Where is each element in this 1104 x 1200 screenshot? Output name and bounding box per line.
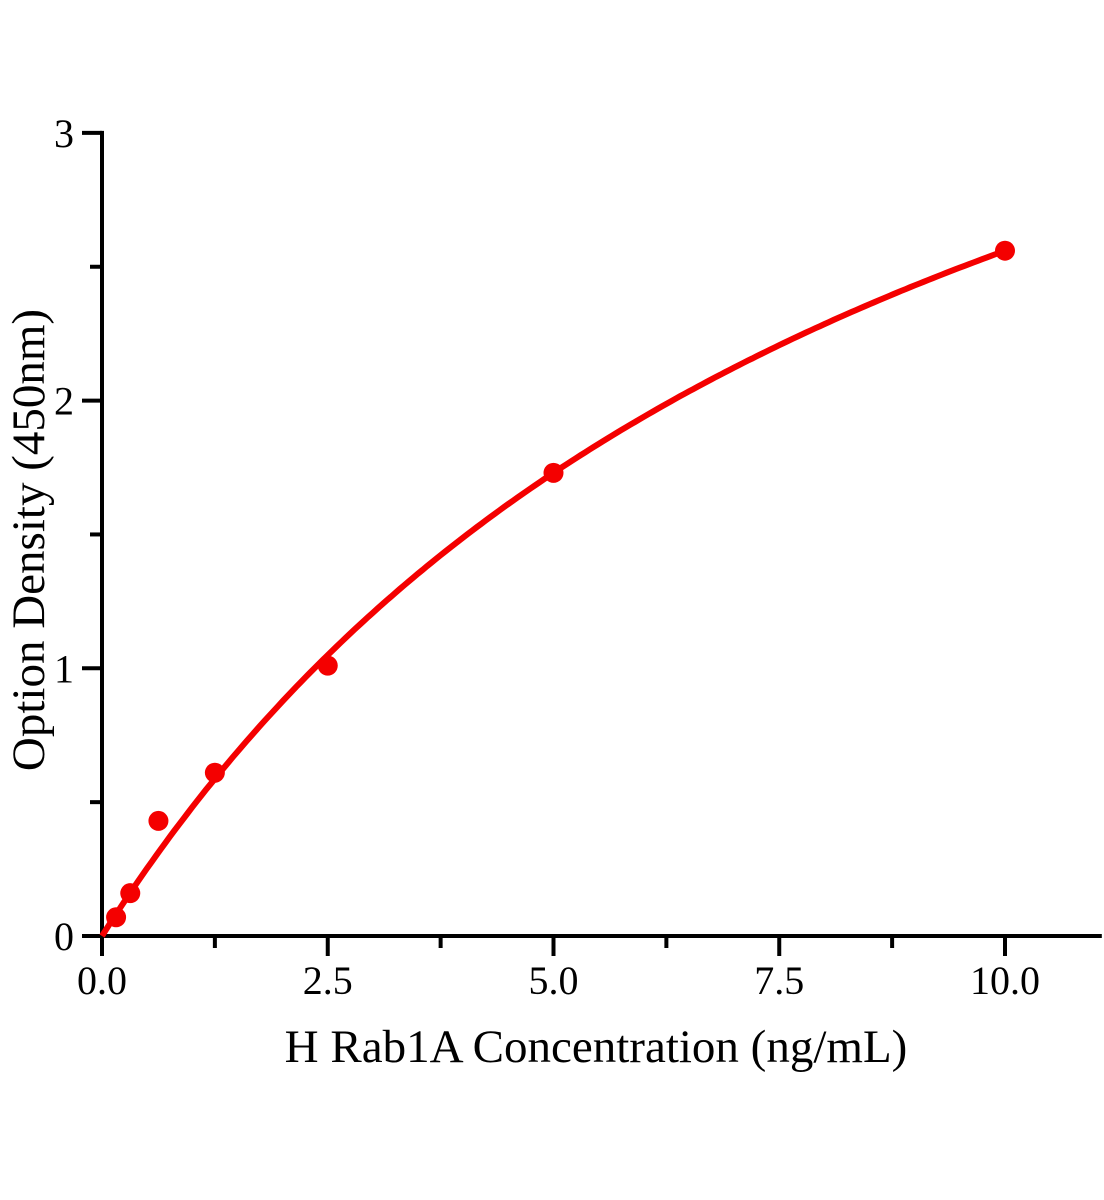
fit-curve-line — [99, 247, 1007, 938]
tick-marks — [82, 130, 1007, 956]
axis-line — [100, 130, 1102, 938]
x-tick-label: 5.0 — [529, 958, 579, 1003]
axis-lines — [100, 130, 1102, 938]
data-point — [317, 655, 338, 676]
data-point — [148, 810, 169, 831]
y-axis-title: Option Density (450nm) — [3, 309, 55, 771]
data-point — [543, 462, 564, 483]
x-axis-title: H Rab1A Concentration (ng/mL) — [285, 1021, 908, 1073]
data-point — [204, 762, 225, 783]
tick-labels: 0.0 2.5 5.0 7.5 10.0 0 1 2 3 — [54, 111, 1040, 1003]
data-point — [120, 883, 141, 904]
x-tick-label: 10.0 — [970, 958, 1040, 1003]
y-tick-label: 0 — [54, 914, 74, 959]
y-tick-label: 3 — [54, 111, 74, 156]
x-tick-label: 7.5 — [754, 958, 804, 1003]
x-tick-label: 2.5 — [303, 958, 353, 1003]
data-points — [106, 240, 1015, 928]
y-tick-label: 2 — [54, 379, 74, 424]
data-point — [995, 240, 1015, 261]
y-tick-label: 1 — [54, 646, 74, 691]
data-point — [106, 907, 127, 928]
x-tick-label: 0.0 — [77, 958, 127, 1003]
